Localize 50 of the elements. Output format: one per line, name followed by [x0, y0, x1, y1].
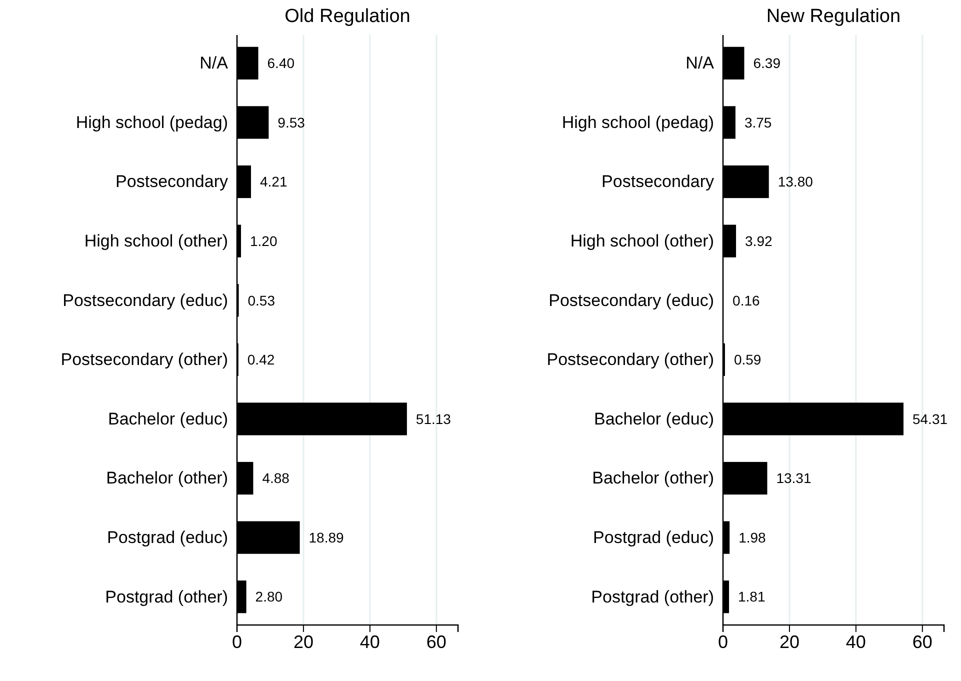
x-tick-label: 0 — [718, 632, 728, 652]
y-tick-label: High school (pedag) — [562, 112, 714, 132]
y-tick-label: Postsecondary (other) — [60, 350, 228, 370]
data-label: 6.39 — [753, 55, 781, 72]
y-tick-label: Postsecondary (educ) — [548, 290, 714, 310]
x-tick-label: 60 — [912, 632, 932, 652]
data-label: 18.89 — [308, 529, 344, 546]
y-tick-label: Postsecondary — [116, 172, 228, 192]
data-label: 4.88 — [262, 470, 290, 486]
data-label: 1.98 — [738, 529, 766, 546]
x-tick-label: 60 — [426, 632, 446, 652]
x-tick-label: 20 — [779, 632, 800, 652]
y-tick-label: High school (other) — [84, 231, 228, 250]
y-tick-label: Postgrad (educ) — [107, 528, 228, 547]
data-label: 0.59 — [734, 352, 762, 368]
y-tick-label: Bachelor (other) — [106, 468, 228, 488]
x-tick-label: 20 — [293, 632, 314, 652]
y-tick-label: Postsecondary — [602, 172, 714, 192]
y-tick-label: Postgrad (educ) — [593, 528, 714, 547]
data-label: 13.80 — [778, 174, 814, 190]
data-label: 1.20 — [250, 232, 278, 249]
y-tick-label: Postsecondary (educ) — [62, 290, 228, 310]
y-tick-label: N/A — [686, 54, 715, 73]
y-tick-label: Bachelor (educ) — [108, 409, 228, 428]
y-tick-label: Postsecondary (other) — [546, 350, 714, 370]
data-label: 6.40 — [267, 55, 295, 72]
data-label: 0.53 — [248, 292, 276, 308]
data-label: 0.42 — [247, 352, 275, 368]
y-tick-label: Postgrad (other) — [591, 587, 714, 606]
y-tick-label: N/A — [200, 54, 229, 73]
data-label: 4.21 — [260, 174, 288, 190]
chart-title: New Regulation — [766, 6, 901, 27]
y-tick-label: High school (pedag) — [76, 112, 228, 132]
x-tick-label: 40 — [360, 632, 380, 652]
data-label: 3.75 — [744, 114, 772, 130]
chart-title: Old Regulation — [284, 6, 410, 27]
x-tick-label: 40 — [846, 632, 866, 652]
data-label: 54.31 — [912, 410, 948, 427]
data-label: 1.81 — [738, 588, 766, 605]
y-tick-label: Bachelor (educ) — [594, 409, 714, 428]
data-label: 9.53 — [278, 114, 306, 130]
x-tick-label: 0 — [232, 632, 242, 652]
data-label: 51.13 — [416, 410, 452, 427]
data-label: 0.16 — [732, 292, 760, 308]
data-label: 13.31 — [776, 470, 812, 486]
data-label: 2.80 — [255, 588, 283, 605]
y-tick-label: Postgrad (other) — [105, 587, 228, 606]
data-label: 3.92 — [745, 232, 772, 249]
y-tick-label: High school (other) — [570, 231, 714, 250]
y-tick-label: Bachelor (other) — [592, 468, 714, 488]
